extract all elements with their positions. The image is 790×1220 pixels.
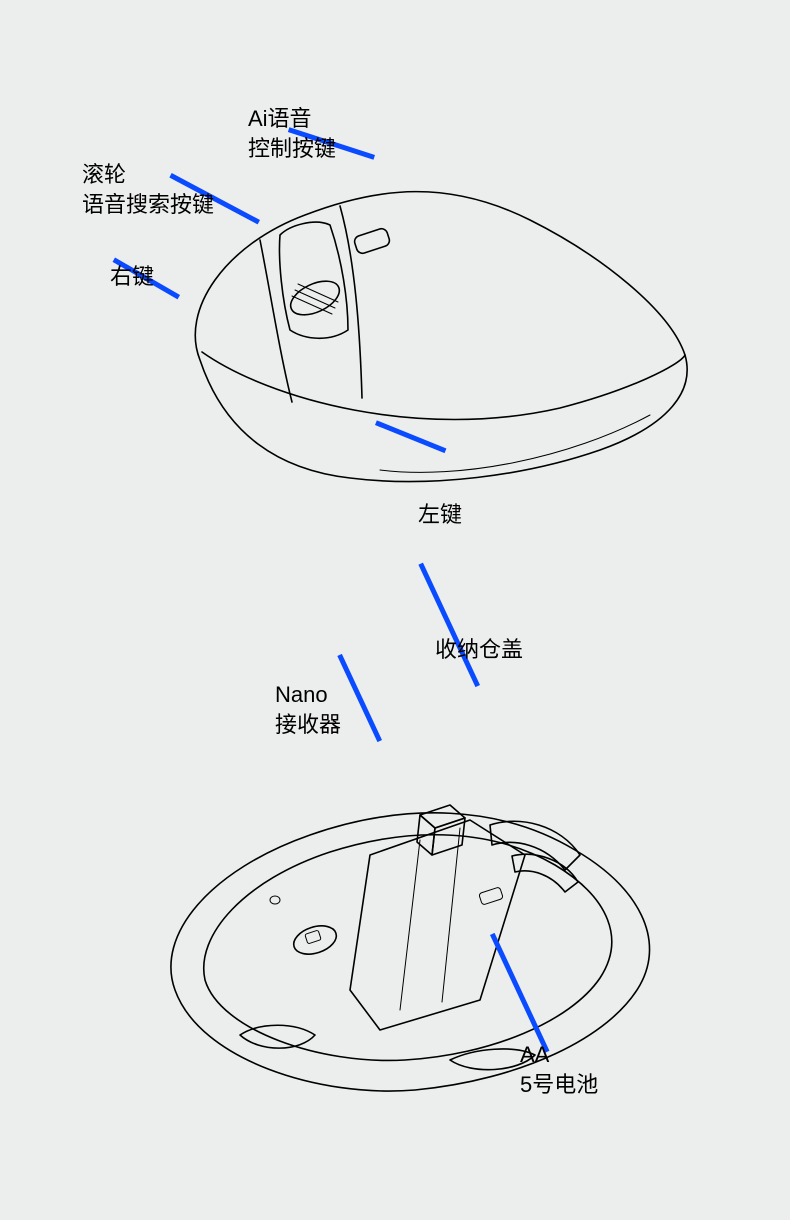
- leader-receiver: [337, 654, 382, 742]
- label-scroll-line2: 语音搜索按键: [82, 192, 214, 217]
- label-left-btn-line1: 左键: [418, 502, 462, 527]
- label-receiver-line1: Nano: [275, 682, 328, 707]
- label-battery-line1: AA: [520, 1042, 549, 1067]
- label-receiver-line2: 接收器: [275, 712, 341, 737]
- label-ai-voice: Ai语音 控制按键: [248, 104, 336, 163]
- label-scroll-line1: 滚轮: [82, 162, 126, 187]
- label-ai-voice-line2: 控制按键: [248, 136, 336, 161]
- diagram-stage: Ai语音 控制按键 滚轮 语音搜索按键 右键 左键: [0, 0, 790, 1220]
- label-right-btn-line1: 右键: [110, 264, 154, 289]
- leader-cover: [418, 563, 480, 687]
- label-right-btn: 右键: [110, 262, 154, 292]
- label-scroll: 滚轮 语音搜索按键: [82, 160, 214, 219]
- label-ai-voice-line1: Ai语音: [248, 106, 312, 131]
- label-cover: 收纳仓盖: [435, 635, 523, 665]
- label-cover-line1: 收纳仓盖: [435, 637, 523, 662]
- label-battery: AA 5号电池: [520, 1040, 598, 1099]
- label-left-btn: 左键: [418, 500, 462, 530]
- label-receiver: Nano 接收器: [275, 680, 341, 739]
- label-battery-line2: 5号电池: [520, 1072, 598, 1097]
